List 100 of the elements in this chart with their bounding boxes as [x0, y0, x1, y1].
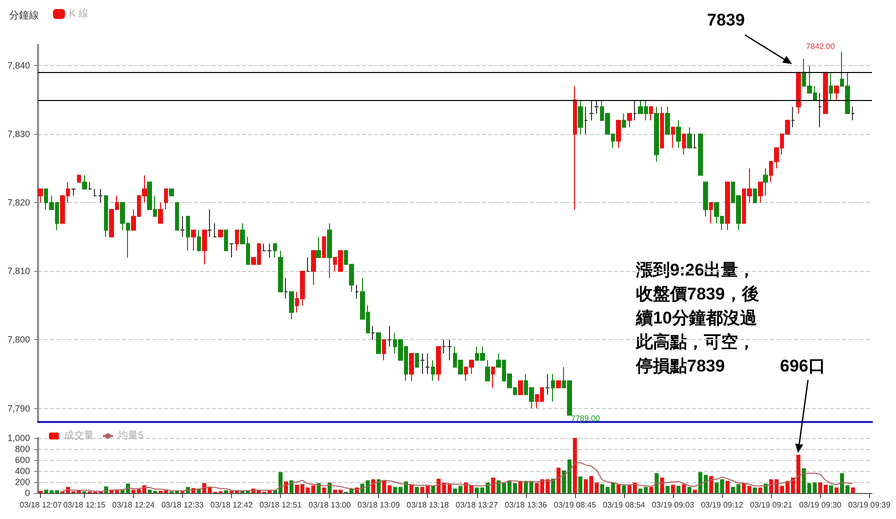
- candlestick: [682, 134, 686, 156]
- x-tick-label: 03/18 12:33: [161, 500, 204, 510]
- candlestick: [556, 380, 561, 388]
- annotation: 7789.00: [571, 414, 600, 423]
- candlestick: [818, 92, 822, 128]
- candlestick: [355, 284, 359, 300]
- candlestick: [229, 243, 234, 258]
- x-tick-label: 03/19 09:21: [750, 500, 793, 510]
- candlestick: [649, 106, 653, 121]
- bar: [758, 488, 762, 493]
- x-tick-label: 03/18 13:27: [456, 500, 498, 510]
- candlestick: [851, 106, 855, 121]
- bar: [726, 480, 730, 493]
- y-tick-label: 7,830: [7, 129, 30, 140]
- bar: [322, 488, 326, 493]
- bar: [431, 486, 436, 493]
- y-tick-label: 600: [14, 455, 30, 465]
- x-tick-label: 03/18 13:36: [504, 500, 548, 510]
- y-tick-label: 7,820: [7, 198, 30, 208]
- bar: [224, 490, 228, 493]
- bar: [289, 480, 294, 493]
- candlestick: [753, 188, 757, 204]
- candlestick: [415, 352, 419, 368]
- bar: [491, 478, 496, 493]
- candlestick: [654, 106, 659, 162]
- bar: [692, 490, 697, 493]
- legend-label: 均量5: [117, 430, 144, 442]
- x-tick-label: 03/18 12:07: [20, 500, 62, 510]
- x-tick-label: 03/19 09:39: [848, 500, 891, 510]
- bar: [709, 476, 714, 493]
- candlestick: [197, 230, 201, 252]
- candlestick: [409, 352, 414, 382]
- candlestick: [376, 332, 381, 354]
- candlestick: [186, 216, 190, 252]
- x-tick-label: 03/19 09:03: [652, 500, 695, 510]
- candlestick: [322, 236, 326, 258]
- candlestick: [93, 188, 97, 196]
- candlestick: [425, 352, 430, 375]
- candlestick: [207, 209, 212, 238]
- candlestick: [289, 291, 294, 320]
- candlestick: [551, 374, 555, 402]
- bar: [578, 476, 582, 493]
- bar: [676, 486, 680, 493]
- candlestick: [278, 250, 283, 292]
- candlestick: [442, 339, 446, 354]
- x-tick-label: 03/18 12:15: [63, 500, 106, 510]
- candlestick: [791, 106, 795, 128]
- bar: [687, 486, 692, 493]
- candlestick: [622, 113, 626, 128]
- y-tick-label: 1,000: [7, 433, 30, 443]
- candlestick: [584, 106, 588, 135]
- x-tick-label: 03/19 08:54: [602, 500, 646, 510]
- candlestick: [38, 188, 43, 204]
- candlestick: [371, 326, 375, 340]
- x-tick-label: 03/19 08:45: [554, 500, 597, 510]
- candlestick: [273, 243, 277, 258]
- candlestick: [164, 188, 168, 210]
- text: 7839: [707, 10, 745, 30]
- candlestick: [485, 360, 490, 382]
- candlestick: [627, 113, 632, 128]
- candlestick: [823, 72, 828, 114]
- bar: [316, 483, 321, 493]
- x-tick-label: 03/18 13:00: [308, 500, 352, 510]
- candlestick: [382, 339, 386, 361]
- bar: [328, 482, 332, 493]
- candlestick: [665, 106, 670, 135]
- bar: [556, 468, 561, 493]
- bar: [622, 485, 626, 493]
- legend-label: 成交量: [64, 430, 94, 442]
- bar: [371, 479, 376, 493]
- candlestick: [180, 216, 185, 238]
- candlestick: [573, 86, 577, 210]
- candlestick: [633, 99, 637, 121]
- bar: [834, 488, 839, 493]
- candlestick: [262, 243, 266, 252]
- candlestick: [578, 99, 583, 135]
- candlestick: [387, 326, 392, 348]
- x-tick-label: 03/18 13:09: [358, 500, 400, 510]
- candlestick: [98, 188, 103, 204]
- candlestick: [676, 120, 681, 148]
- candlestick: [518, 380, 523, 396]
- y-tick-label: 800: [14, 444, 30, 454]
- candlestick: [698, 134, 703, 176]
- candlestick: [311, 250, 316, 286]
- candlestick: [763, 168, 768, 196]
- y-tick-label: 7,800: [7, 334, 30, 345]
- candlestick: [420, 352, 425, 375]
- candlestick: [616, 120, 621, 148]
- candlestick: [725, 182, 730, 231]
- chart-title: 分鐘線: [9, 10, 39, 22]
- candlestick: [104, 195, 108, 238]
- candlestick: [327, 222, 332, 279]
- x-tick-label: 03/19 09:12: [700, 500, 744, 510]
- bar: [666, 486, 670, 493]
- x-tick-label: 03/19 09:30: [799, 500, 842, 510]
- bar: [572, 438, 577, 493]
- bar: [518, 480, 522, 493]
- candlestick: [213, 222, 217, 238]
- bar: [376, 479, 381, 493]
- bar: [660, 478, 664, 493]
